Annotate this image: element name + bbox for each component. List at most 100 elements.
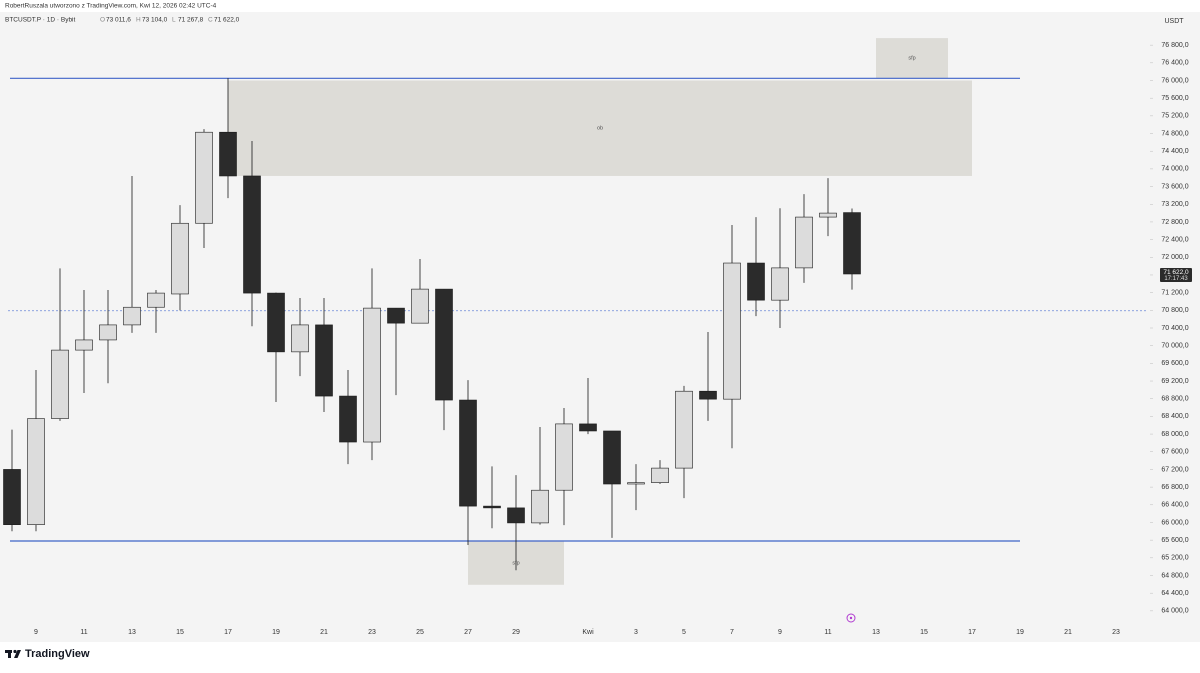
y-tick-label: 73 600,0 bbox=[1161, 183, 1188, 190]
y-tick-label: 74 800,0 bbox=[1161, 130, 1188, 137]
y-tick-label: 70 800,0 bbox=[1161, 307, 1188, 314]
candle-body bbox=[195, 131, 213, 224]
last-price-label: 71 622,0 bbox=[1163, 269, 1189, 276]
candle-body bbox=[3, 469, 21, 525]
candle-body bbox=[27, 418, 45, 525]
x-tick-label: 7 bbox=[730, 629, 734, 636]
candle-body bbox=[291, 324, 309, 353]
y-tick-label: 66 000,0 bbox=[1161, 519, 1188, 526]
x-tick-label: 19 bbox=[1016, 629, 1024, 636]
zone bbox=[876, 38, 948, 79]
candle-body bbox=[531, 489, 549, 524]
candle-body bbox=[267, 292, 285, 353]
candle-body bbox=[843, 212, 861, 275]
zone-label: sfp bbox=[908, 56, 915, 62]
y-tick-label: 64 000,0 bbox=[1161, 608, 1188, 615]
footer-bg bbox=[0, 642, 1200, 668]
x-tick-label: 13 bbox=[872, 629, 880, 636]
ohlc-value: 71 622,0 bbox=[214, 17, 240, 24]
candle-body bbox=[171, 222, 189, 295]
y-tick-label: 68 000,0 bbox=[1161, 431, 1188, 438]
x-tick-label: 17 bbox=[224, 629, 232, 636]
zone bbox=[228, 80, 972, 176]
candle-body bbox=[315, 324, 333, 397]
y-tick-label: 65 600,0 bbox=[1161, 537, 1188, 544]
candle-body bbox=[51, 349, 69, 419]
x-tick-label: 25 bbox=[416, 629, 424, 636]
event-icon bbox=[846, 613, 856, 623]
candle-body bbox=[339, 395, 357, 443]
y-tick-label: 75 600,0 bbox=[1161, 95, 1188, 102]
x-tick-label: 9 bbox=[778, 629, 782, 636]
x-tick-label: 27 bbox=[464, 629, 472, 636]
y-tick-label: 72 800,0 bbox=[1161, 219, 1188, 226]
x-tick-label: 15 bbox=[176, 629, 184, 636]
x-tick-label: 23 bbox=[368, 629, 376, 636]
y-tick-label: 67 200,0 bbox=[1161, 466, 1188, 473]
x-tick-label: Kwi bbox=[582, 629, 594, 636]
last-price-box bbox=[1160, 267, 1192, 282]
x-tick-label: 5 bbox=[682, 629, 686, 636]
x-tick-label: 3 bbox=[634, 629, 638, 636]
y-tick-label: 68 800,0 bbox=[1161, 396, 1188, 403]
x-tick-label: 29 bbox=[512, 629, 520, 636]
candle-body bbox=[579, 423, 597, 432]
y-tick-label: 65 200,0 bbox=[1161, 555, 1188, 562]
y-tick-label: 71 200,0 bbox=[1161, 289, 1188, 296]
y-tick-label: 67 600,0 bbox=[1161, 449, 1188, 456]
y-tick-label: 72 000,0 bbox=[1161, 254, 1188, 261]
countdown: 17:17:43 bbox=[1164, 276, 1188, 282]
candle-body bbox=[483, 505, 501, 509]
y-tick-label: 66 800,0 bbox=[1161, 484, 1188, 491]
credit: RobertRuszala utworzono z TradingView.co… bbox=[5, 3, 217, 10]
ohlc-key: O bbox=[100, 17, 105, 24]
candle-body bbox=[747, 262, 765, 301]
x-tick-label: 23 bbox=[1112, 629, 1120, 636]
candle-body bbox=[219, 131, 237, 177]
x-tick-label: 11 bbox=[824, 629, 831, 636]
brand: TradingView bbox=[25, 648, 90, 660]
candle-body bbox=[555, 423, 573, 491]
candle-body bbox=[507, 507, 525, 524]
y-tick-label: 70 000,0 bbox=[1161, 343, 1188, 350]
y-tick-label: 74 000,0 bbox=[1161, 166, 1188, 173]
candle-body bbox=[99, 324, 117, 341]
candle-body bbox=[459, 399, 477, 507]
x-tick-label: 13 bbox=[128, 629, 136, 636]
y-tick-label: 68 400,0 bbox=[1161, 413, 1188, 420]
x-tick-label: 15 bbox=[920, 629, 928, 636]
y-tick-label: 73 200,0 bbox=[1161, 201, 1188, 208]
x-tick-label: 19 bbox=[272, 629, 280, 636]
candle-body bbox=[603, 430, 621, 485]
candle-body bbox=[699, 390, 717, 400]
y-tick-label: 76 000,0 bbox=[1161, 77, 1188, 84]
y-tick-label: 69 600,0 bbox=[1161, 360, 1188, 367]
ohlc-value: 73 011,6 bbox=[106, 17, 131, 24]
candle-body bbox=[771, 267, 789, 301]
candle-body bbox=[627, 482, 645, 485]
ohlc-value: 73 104,0 bbox=[142, 17, 168, 24]
ohlc-value: 71 267,8 bbox=[178, 17, 204, 24]
y-tick-label: 64 800,0 bbox=[1161, 572, 1188, 579]
candle-body bbox=[435, 288, 453, 401]
ohlc-key: C bbox=[208, 17, 213, 24]
candle-body bbox=[123, 306, 141, 326]
y-tick-label: 64 400,0 bbox=[1161, 590, 1188, 597]
brand-logo bbox=[5, 649, 21, 658]
x-tick-label: 21 bbox=[320, 629, 328, 636]
symbol: BTCUSDT.P · 1D · Bybit bbox=[5, 17, 76, 24]
ohlc-key: L bbox=[172, 17, 176, 24]
candle-body bbox=[75, 339, 93, 351]
y-tick-label: 66 400,0 bbox=[1161, 502, 1188, 509]
candle-body bbox=[723, 262, 741, 400]
currency: USDT bbox=[1164, 18, 1184, 25]
x-tick-label: 11 bbox=[80, 629, 87, 636]
ohlc-key: H bbox=[136, 17, 141, 24]
y-tick-label: 76 800,0 bbox=[1161, 42, 1188, 49]
y-tick-label: 72 400,0 bbox=[1161, 236, 1188, 243]
candle-body bbox=[819, 212, 837, 218]
candle-body bbox=[795, 216, 813, 269]
x-tick-label: 9 bbox=[34, 629, 38, 636]
y-tick-label: 70 400,0 bbox=[1161, 325, 1188, 332]
